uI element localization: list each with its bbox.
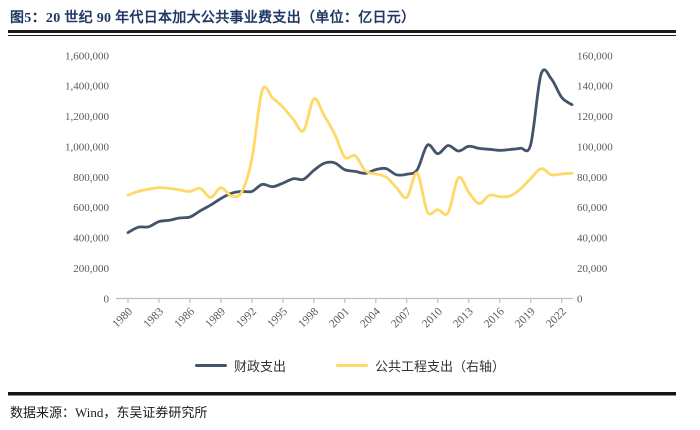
legend-item-fiscal: 财政支出	[194, 356, 286, 375]
header-rule-thin	[8, 34, 676, 36]
legend-label-public-works: 公共工程支出（右轴）	[375, 359, 506, 374]
svg-text:1,000,000: 1,000,000	[65, 141, 110, 153]
figure-title: 图5：20 世纪 90 年代日本加大公共事业费支出（单位：亿日元）	[10, 11, 416, 26]
header-rule-thick	[8, 30, 676, 33]
svg-text:120,000: 120,000	[577, 111, 613, 123]
svg-text:800,000: 800,000	[73, 172, 109, 184]
svg-text:2013: 2013	[451, 305, 476, 330]
svg-text:2004: 2004	[358, 305, 383, 330]
fiscal-line-swatch	[194, 364, 227, 367]
svg-text:2016: 2016	[482, 305, 507, 330]
chart-legend: 财政支出 公共工程支出（右轴）	[0, 356, 700, 375]
svg-text:80,000: 80,000	[577, 172, 608, 184]
svg-text:1992: 1992	[234, 305, 259, 330]
svg-text:1989: 1989	[203, 305, 228, 330]
series-line-fiscal	[126, 68, 574, 234]
svg-text:60,000: 60,000	[577, 202, 608, 214]
data-source-note: 数据来源：Wind，东吴证券研究所	[10, 405, 208, 420]
svg-text:2019: 2019	[513, 305, 538, 330]
svg-text:1,400,000: 1,400,000	[65, 81, 110, 93]
footer-rule-thick	[8, 392, 676, 395]
svg-text:0: 0	[104, 293, 110, 305]
svg-text:0: 0	[577, 293, 583, 305]
svg-text:200,000: 200,000	[73, 263, 109, 275]
svg-text:100,000: 100,000	[577, 141, 613, 153]
svg-text:1998: 1998	[296, 305, 321, 330]
legend-item-public-works: 公共工程支出（右轴）	[336, 356, 505, 375]
svg-text:1986: 1986	[172, 305, 197, 330]
svg-text:1980: 1980	[110, 305, 135, 330]
svg-text:2007: 2007	[389, 305, 414, 330]
x-axis-labels: 1980 1983 1986 1989 1992 1995 1998 2001 2004 2007…	[110, 305, 569, 330]
x-axis	[116, 297, 573, 303]
svg-text:160,000: 160,000	[577, 50, 613, 62]
svg-text:140,000: 140,000	[577, 81, 613, 93]
svg-text:1,600,000: 1,600,000	[65, 50, 110, 62]
svg-text:1995: 1995	[265, 305, 290, 330]
footer-rule-thin	[8, 394, 676, 396]
svg-text:2022: 2022	[544, 305, 569, 330]
svg-text:40,000: 40,000	[577, 233, 608, 245]
svg-text:20,000: 20,000	[577, 263, 608, 275]
svg-text:1983: 1983	[141, 305, 166, 330]
legend-label-fiscal: 财政支出	[233, 359, 286, 374]
series-line-public-works	[126, 85, 574, 216]
svg-text:1,200,000: 1,200,000	[65, 111, 110, 123]
svg-text:400,000: 400,000	[73, 233, 109, 245]
svg-text:2001: 2001	[327, 305, 352, 330]
public-works-line-swatch	[336, 364, 368, 367]
svg-text:2010: 2010	[420, 305, 445, 330]
right-axis-labels: 0 20,000 40,000 60,000 80,000 100,000 120,000 1…	[577, 50, 613, 305]
left-axis-labels: 0 200,000 400,000 600,000 800,000 1,000,000 1,…	[65, 50, 110, 305]
svg-text:600,000: 600,000	[73, 202, 109, 214]
